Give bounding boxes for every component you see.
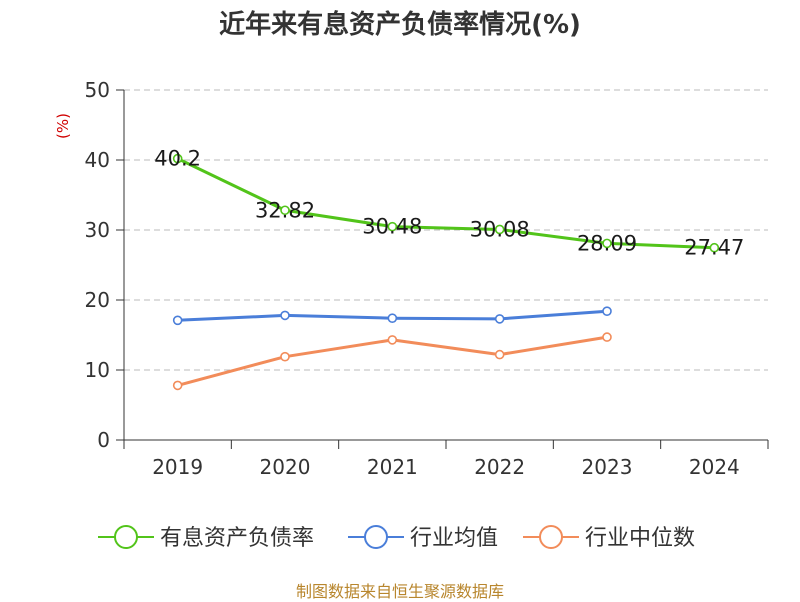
legend: 有息资产负债率 行业均值 行业中位数 [98, 525, 695, 551]
x-tick-label: 2023 [582, 455, 633, 479]
legend-label: 行业中位数 [585, 526, 695, 551]
y-tick-label: 40 [85, 148, 110, 172]
x-tick-label: 2024 [689, 455, 740, 479]
y-tick-label: 10 [85, 358, 110, 382]
legend-label: 有息资产负债率 [160, 526, 314, 551]
data-label: 30.08 [470, 217, 530, 241]
legend-marker [364, 525, 388, 549]
legend-item: 行业中位数 [523, 525, 695, 551]
data-point [387, 221, 398, 232]
x-tick-label: 2019 [152, 455, 203, 479]
legend-marker [539, 525, 563, 549]
data-point [387, 335, 398, 345]
x-tick-label: 2020 [260, 455, 311, 479]
data-point [172, 153, 183, 164]
data-point [494, 224, 505, 235]
gridlines [124, 89, 768, 371]
data-point [387, 313, 398, 324]
data-label: 30.48 [362, 215, 422, 239]
axes: 0 10 20 30 40 50 (%) 2019 2020 2021 2022 2023 2024 [54, 78, 769, 479]
data-point [494, 314, 505, 324]
data-point [172, 315, 183, 326]
data-point [172, 380, 183, 391]
data-point [280, 205, 290, 216]
data-point [602, 238, 612, 249]
y-tick-label: 30 [85, 218, 110, 242]
legend-marker [114, 525, 138, 549]
series [172, 153, 720, 391]
y-tick-label: 0 [97, 428, 110, 452]
data-label: 40.2 [154, 147, 201, 171]
y-tick-label: 20 [85, 288, 110, 312]
legend-label: 行业均值 [410, 526, 498, 551]
data-point [602, 306, 612, 317]
data-point [709, 242, 720, 253]
series-line-0 [177, 157, 715, 250]
data-label: 27.47 [684, 236, 744, 260]
x-tick-label: 2021 [367, 455, 418, 479]
data-point [280, 310, 290, 321]
chart-title: 近年来有息资产负债率情况(%) [219, 10, 581, 40]
x-tick-label: 2022 [474, 455, 525, 479]
y-axis-label: (%) [54, 113, 72, 139]
data-point [280, 351, 290, 362]
data-label: 32.82 [255, 198, 315, 222]
legend-item: 行业均值 [348, 525, 498, 551]
y-tick-label: 50 [85, 78, 110, 102]
data-point [602, 332, 612, 342]
data-label: 28.09 [577, 231, 637, 255]
source-note: 制图数据来自恒生聚源数据库 [295, 582, 504, 601]
data-labels: 40.2 32.82 30.48 30.08 28.09 27.47 [154, 147, 744, 260]
data-point [494, 349, 505, 360]
legend-item: 有息资产负债率 [98, 525, 314, 551]
